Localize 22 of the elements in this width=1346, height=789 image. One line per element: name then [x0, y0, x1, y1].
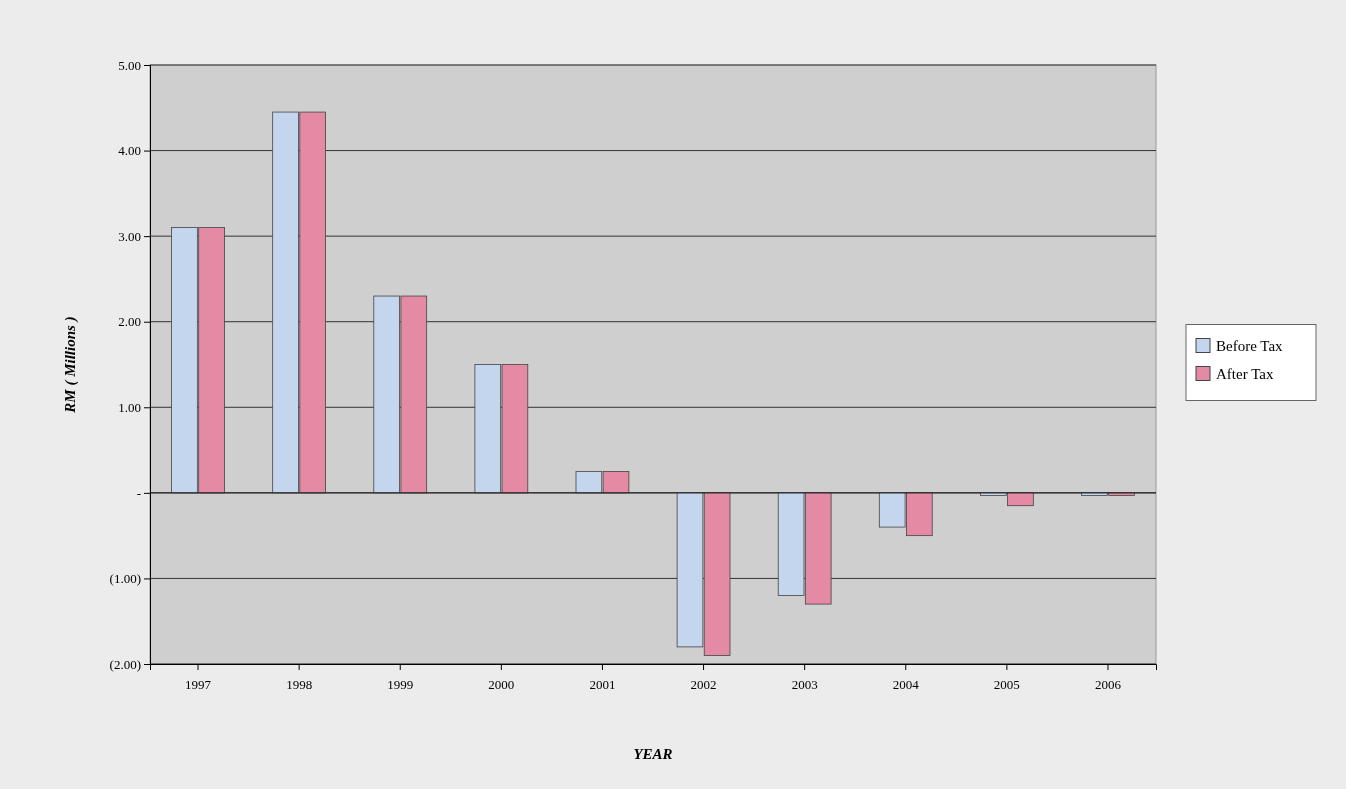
y-tick-label: (1.00) — [109, 571, 141, 587]
y-tick-label: - — [136, 485, 141, 501]
y-tick-label: (2.00) — [109, 656, 141, 672]
x-tick-label: 2003 — [791, 676, 818, 692]
y-tick-label: 3.00 — [118, 228, 141, 244]
x-tick-label: 1999 — [387, 676, 414, 692]
x-axis-title: YEAR — [633, 746, 673, 762]
y-tick-label: 1.00 — [118, 399, 141, 415]
x-tick-label: 1997 — [185, 676, 212, 692]
x-tick-label: 2006 — [1094, 676, 1122, 692]
x-tick-label: 2002 — [690, 676, 717, 692]
y-tick-label: 4.00 — [118, 143, 141, 159]
x-tick-label: 2000 — [488, 676, 515, 692]
x-tick-label: 2005 — [993, 676, 1020, 692]
legend-label: After Tax — [1216, 365, 1274, 382]
y-axis-title: RM ( Millions ) — [62, 316, 79, 414]
legend-label: Before Tax — [1216, 337, 1284, 354]
x-tick-label: 2001 — [589, 676, 616, 692]
y-tick-label: 5.00 — [118, 57, 141, 73]
x-tick-label: 1998 — [286, 676, 313, 692]
x-tick-label: 2004 — [892, 676, 920, 692]
y-tick-label: 2.00 — [118, 314, 141, 330]
